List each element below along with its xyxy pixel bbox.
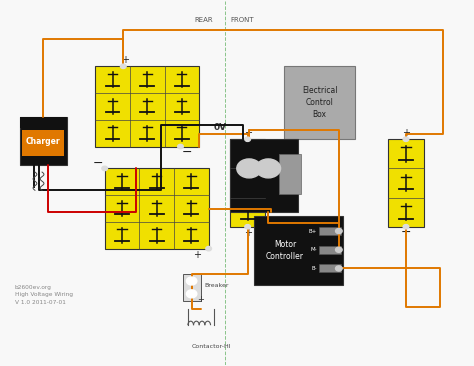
FancyBboxPatch shape [22,130,64,156]
Circle shape [403,137,409,141]
Circle shape [336,266,342,271]
Text: b2600ev.org
High Voltage Wiring
V 1.0 2011-07-01: b2600ev.org High Voltage Wiring V 1.0 20… [15,285,73,305]
Text: −: − [401,226,411,239]
Circle shape [336,247,342,252]
Circle shape [102,166,108,171]
FancyBboxPatch shape [95,66,199,146]
Circle shape [186,277,197,285]
Circle shape [256,159,281,178]
Circle shape [178,144,183,149]
Text: 0V: 0V [213,123,227,132]
Circle shape [120,64,126,68]
FancyBboxPatch shape [279,154,301,194]
FancyBboxPatch shape [230,139,299,212]
Circle shape [186,290,197,298]
Circle shape [245,137,250,141]
Text: Motor
Controller: Motor Controller [266,240,304,261]
Text: +: + [193,250,201,260]
Text: Contactor-HI: Contactor-HI [192,344,232,349]
FancyBboxPatch shape [182,274,201,302]
FancyBboxPatch shape [19,117,67,128]
Circle shape [237,159,261,178]
Text: −: − [182,146,192,158]
Text: B-: B- [311,266,317,271]
Text: +: + [244,128,252,138]
Text: FRONT: FRONT [230,17,254,23]
FancyBboxPatch shape [284,66,355,139]
Circle shape [206,246,211,251]
Text: +: + [121,55,129,66]
FancyBboxPatch shape [319,246,341,254]
Text: Electrical
Control
Box: Electrical Control Box [302,86,337,119]
FancyBboxPatch shape [388,139,424,227]
FancyBboxPatch shape [19,117,67,165]
Circle shape [245,225,250,229]
FancyBboxPatch shape [254,216,343,285]
Circle shape [336,228,342,234]
Text: +: + [198,295,204,304]
Text: Charger: Charger [26,137,61,146]
Text: −: − [93,157,103,169]
FancyBboxPatch shape [105,168,209,249]
Text: M-: M- [310,247,317,252]
Text: +: + [402,128,410,138]
Circle shape [403,225,409,229]
Text: REAR: REAR [195,17,213,23]
FancyBboxPatch shape [230,139,265,227]
Text: +: + [244,228,252,238]
Text: Breaker: Breaker [204,283,229,288]
Text: B+: B+ [309,228,317,234]
FancyBboxPatch shape [319,265,341,272]
FancyBboxPatch shape [319,227,341,235]
